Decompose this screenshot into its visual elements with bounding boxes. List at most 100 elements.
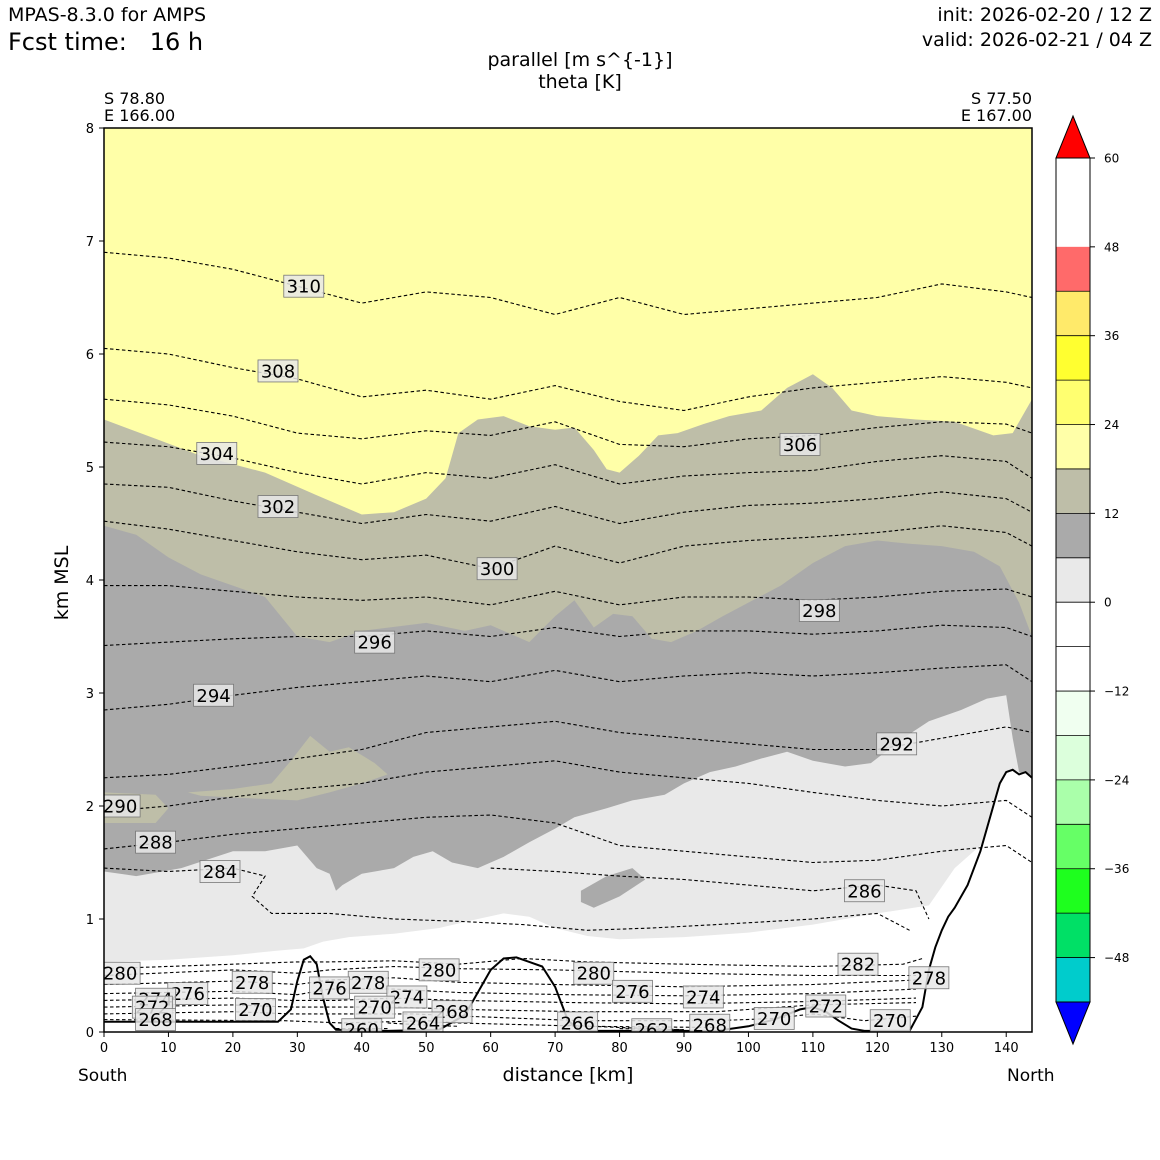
x-tick-label: 50 [418,1041,435,1056]
colorbar-min-extend [1055,1001,1091,1046]
contour-label-278: 278 [351,973,385,994]
colorbar-frame [1055,157,1091,1003]
colorbar-segment [1056,957,1090,1002]
colorbar-segment [1056,602,1090,647]
forecast-time: Fcst time: 16 h [8,28,204,56]
isentrope-288 [104,814,1032,864]
x-tick-label: 40 [354,1041,371,1056]
contour-label-box [779,432,821,456]
contour-label-group: 294 [193,683,234,707]
colorbar-tick-label: −36 [1104,862,1129,876]
contour-label-310: 310 [287,277,321,298]
contour-label-group: 266 [557,1011,599,1034]
contour-label-box [354,630,396,654]
isentrope-282 [104,957,923,970]
isentrope-290 [104,760,1032,818]
contour-label-264: 264 [406,1013,440,1034]
y-tick-label: 7 [86,235,94,250]
colorbar-segment [1056,291,1090,336]
contour-label-box [135,830,176,854]
contour-label-box [231,970,273,994]
colorbar-segment [1056,246,1090,292]
contour-label-box [257,359,299,383]
colorbar-segment [1056,424,1090,469]
contour-label-304: 304 [200,444,234,465]
y-tick-label: 3 [86,687,94,702]
contour-label-group: 288 [135,830,176,854]
contour-label-270: 270 [757,1009,791,1030]
contour-label-group: 270 [869,1009,911,1032]
right-end-direction: North [1007,1066,1055,1086]
contour-label-box [805,994,847,1018]
y-tick-label: 0 [86,1026,94,1041]
contour-label-266: 266 [560,1013,594,1034]
contour-label-group: 282 [837,952,879,976]
contour-label-box [283,274,325,298]
isentrope-306 [104,398,1032,448]
contour-label-group: 280 [418,958,460,981]
contour-label-box [402,1011,444,1032]
contour-label-box [798,599,840,622]
contour-label-box [837,952,879,976]
y-tick-label: 1 [86,913,94,928]
contour-label-288: 288 [138,833,172,854]
isentrope-310 [104,251,1032,316]
contour-label-276: 276 [171,984,205,1005]
contour-label-box [104,794,141,818]
contour-label-306: 306 [783,435,817,456]
contour-label-box [682,985,724,1009]
contour-label-276: 276 [312,978,346,999]
fill-region-4 [187,735,388,801]
contour-label-270: 270 [238,1000,272,1021]
valid-time: valid: 2026-02-21 / 04 Z [921,29,1152,51]
contour-label-group: 304 [196,442,238,465]
x-tick-label: 10 [160,1041,177,1056]
contour-label-272: 272 [809,997,843,1018]
colorbar-tick-label: 60 [1104,152,1119,166]
contour-label-group: 270 [753,1007,795,1030]
x-tick-label: 130 [929,1041,954,1056]
contour-label-294: 294 [196,686,230,707]
colorbar-tick-label: 12 [1104,507,1119,521]
isentrope-268 [104,1019,717,1029]
colorbar-segment [1056,824,1090,869]
fill-region-6 [580,868,646,908]
contour-label-268: 268 [435,1002,469,1023]
colorbar-segment [1056,513,1090,558]
contour-label-268: 268 [693,1016,727,1037]
colorbar-segment [1056,913,1090,958]
contour-label-group: 284 [199,860,241,883]
colorbar-segment [1056,779,1090,825]
chart-title-contours: theta [K] [538,71,622,93]
contour-label-box [908,966,950,990]
init-time: init: 2026-02-20 / 12 Z [937,4,1152,26]
x-axis-label: distance [km] [502,1064,634,1086]
contour-label-box [354,995,396,1019]
contour-label-box [257,495,299,518]
contour-label-group: 280 [104,961,141,985]
contour-label-box [557,1011,599,1032]
colorbar-segment [1056,335,1090,381]
contour-label-292: 292 [879,734,913,755]
left-end-lat: S 78.80 [104,89,166,108]
contour-label-group: 280 [573,961,615,985]
terrain-ground [104,769,1032,1032]
right-end-lon: E 167.00 [960,106,1032,125]
contour-label-box [341,1018,383,1032]
x-tick-label: 60 [482,1041,499,1056]
contour-label-274: 274 [390,987,424,1008]
contour-label-280: 280 [577,964,611,985]
contour-label-group: 264 [402,1011,444,1034]
x-tick-label: 80 [611,1041,628,1056]
contour-label-group: 276 [167,982,209,1005]
x-tick-label: 30 [289,1041,306,1056]
contour-label-box [612,979,653,1003]
colorbar-segment [1056,557,1090,603]
isentrope-280 [104,965,916,977]
colorbar-max-extend [1055,114,1091,159]
isentrope-298 [104,585,1032,606]
contour-label-group: 306 [779,432,821,456]
chart-title-field: parallel [m s^{-1}] [487,49,673,71]
contour-label-box [753,1007,795,1030]
